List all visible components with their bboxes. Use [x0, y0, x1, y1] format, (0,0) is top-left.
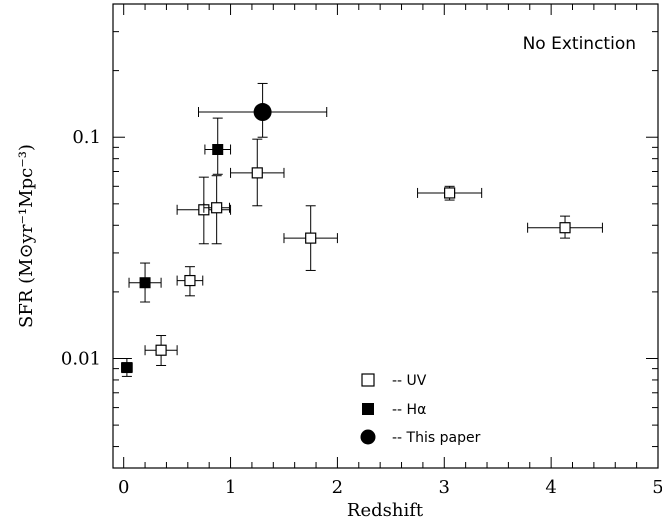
- open-square-marker: [211, 202, 223, 214]
- filled-circle-marker: [253, 103, 272, 122]
- data-marks: [121, 82, 603, 377]
- open-square-marker: [444, 187, 456, 199]
- x-tick-label: 1: [225, 477, 236, 498]
- data-point: [283, 205, 338, 271]
- open-square-marker: [559, 222, 571, 234]
- open-square-marker: [184, 274, 196, 287]
- y-tick-label: 0.01: [61, 349, 101, 370]
- data-point: [230, 138, 285, 207]
- open-square-marker: [305, 232, 317, 244]
- legend-filled-circle: [360, 429, 376, 445]
- legend: -- UV -- Hα -- This paper: [360, 373, 481, 446]
- x-tick-label: 0: [118, 477, 129, 498]
- axis-ticks: [113, 3, 659, 468]
- legend-label: -- UV: [392, 373, 427, 389]
- extinction-annotation: No Extinction: [523, 34, 636, 54]
- y-axis-title: SFR (M⊙yr⁻¹Mpc⁻³): [16, 144, 37, 328]
- data-point: [527, 215, 603, 239]
- filled-square-marker: [212, 144, 224, 156]
- legend-open-square: [361, 373, 375, 387]
- data-point: [128, 262, 162, 303]
- data-point: [144, 335, 178, 366]
- y-tick-label: 0.1: [72, 127, 101, 148]
- x-tick-label: 3: [439, 477, 450, 498]
- data-point: [197, 82, 328, 138]
- data-point: [417, 185, 483, 201]
- open-square-marker: [155, 344, 167, 356]
- plot-frame: [112, 3, 659, 469]
- tick-labels: 0 1 2 3 4 5 0.01 0.1: [61, 127, 662, 498]
- data-point: [176, 266, 204, 297]
- legend-label: -- Hα: [392, 402, 426, 418]
- data-point: [121, 358, 133, 377]
- x-tick-label: 2: [332, 477, 343, 498]
- x-axis-title: Redshift: [347, 500, 424, 521]
- filled-square-marker: [121, 362, 133, 374]
- x-tick-label: 4: [545, 477, 556, 498]
- legend-filled-square: [362, 403, 374, 415]
- data-point: [204, 117, 232, 175]
- x-tick-label: 5: [652, 477, 662, 498]
- data-point: [203, 175, 230, 245]
- legend-label: -- This paper: [392, 430, 481, 446]
- open-square-marker: [251, 167, 263, 179]
- filled-square-marker: [139, 277, 151, 289]
